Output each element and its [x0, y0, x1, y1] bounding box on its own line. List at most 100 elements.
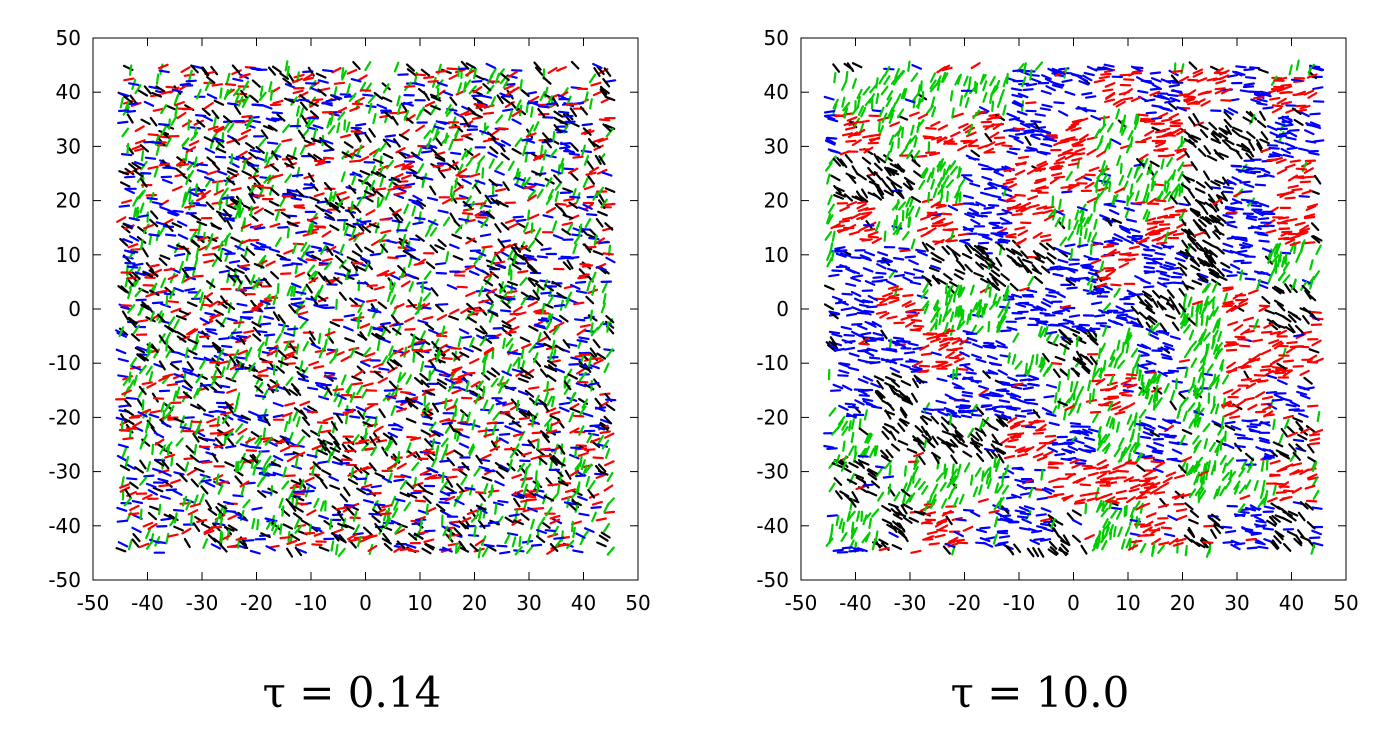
- particle-rod: [207, 125, 219, 131]
- particle-rod: [452, 255, 464, 261]
- particle-rod: [251, 517, 256, 530]
- particle-rod: [1161, 118, 1173, 123]
- particle-rod: [166, 444, 171, 456]
- particle-rod: [1244, 479, 1252, 490]
- particle-rod: [1227, 321, 1239, 327]
- particle-rod: [307, 216, 319, 222]
- particle-rod: [500, 250, 511, 258]
- particle-rod: [429, 244, 439, 254]
- particle-rod: [1139, 542, 1147, 554]
- particle-rod: [876, 263, 887, 270]
- particle-rod: [193, 388, 200, 399]
- particle-rod: [1263, 505, 1275, 510]
- particle-rod: [1136, 464, 1146, 472]
- particle-rod: [374, 522, 383, 533]
- particle-rod: [1308, 536, 1321, 540]
- particle-rod: [500, 152, 510, 161]
- particle-rod: [248, 193, 256, 204]
- particle-rod: [264, 151, 269, 163]
- particle-rod: [1216, 330, 1223, 342]
- particle-rod: [237, 95, 244, 107]
- particle-rod: [317, 88, 327, 97]
- particle-rod: [1053, 161, 1065, 165]
- x-tick-label: 50: [625, 591, 650, 615]
- particle-rod: [531, 415, 535, 428]
- particle-rod: [232, 86, 241, 97]
- particle-rod: [157, 63, 169, 70]
- particle-rod: [589, 424, 601, 428]
- particle-rod: [223, 232, 231, 243]
- particle-rod: [355, 122, 367, 127]
- particle-rod: [394, 163, 406, 169]
- particle-rod: [331, 94, 343, 100]
- particle-rod: [547, 66, 558, 75]
- particle-rod: [533, 308, 545, 313]
- particle-rod: [159, 206, 171, 212]
- particle-rod: [582, 177, 589, 189]
- particle-rod: [277, 226, 289, 229]
- particle-rod: [481, 453, 492, 460]
- particle-rod: [329, 321, 341, 328]
- particle-rod: [405, 481, 415, 490]
- particle-rod: [410, 333, 421, 341]
- particle-rod: [193, 356, 205, 361]
- particle-rod: [482, 399, 489, 411]
- particle-rod: [126, 142, 130, 155]
- particle-rod: [290, 297, 302, 301]
- particle-rod: [308, 330, 316, 341]
- particle-rod: [274, 440, 286, 445]
- particle-rod: [347, 208, 355, 219]
- particle-rod: [209, 314, 221, 318]
- particle-rod: [218, 337, 230, 341]
- particle-rod: [488, 311, 495, 323]
- particle-rod: [885, 280, 897, 287]
- particle-rod: [140, 408, 152, 415]
- particle-rod: [499, 550, 511, 555]
- particle-rod: [825, 537, 834, 547]
- particle-rod: [128, 217, 140, 222]
- particle-rod: [134, 271, 146, 277]
- particle-rod: [890, 181, 898, 192]
- particle-rod: [995, 296, 1002, 307]
- particle-rod: [1315, 244, 1322, 255]
- panel-right: -50 -40 -30 -20 -10 0 10 20 30 40 50-50-40-30-20-1…: [756, 26, 1358, 717]
- particle-rod: [328, 518, 333, 530]
- particle-rod: [524, 495, 537, 499]
- particle-rod: [560, 162, 565, 175]
- particle-rod: [255, 241, 267, 247]
- particle-rod: [525, 91, 538, 96]
- particle-rod: [568, 152, 581, 156]
- particle-rod: [575, 447, 588, 451]
- particle-rod: [912, 170, 923, 178]
- particle-rod: [161, 178, 173, 185]
- particle-rod: [343, 325, 354, 332]
- particle-rod: [1068, 122, 1080, 129]
- particle-rod: [576, 328, 587, 336]
- particle-rod: [276, 113, 286, 122]
- particle-rod: [169, 288, 176, 300]
- particle-rod: [1021, 518, 1032, 525]
- particle-rod: [359, 323, 371, 329]
- particle-rod: [509, 325, 520, 332]
- particle-rod: [249, 94, 259, 104]
- particle-rod: [1247, 403, 1258, 411]
- particle-rod: [117, 541, 129, 548]
- particle-rod: [167, 244, 179, 251]
- particle-rod: [275, 346, 280, 358]
- particle-rod: [1203, 228, 1211, 239]
- particle-rod: [122, 437, 134, 441]
- particle-rod: [1303, 213, 1316, 218]
- particle-rod: [1095, 502, 1104, 513]
- particle-rod: [161, 459, 170, 470]
- particle-rod: [1093, 218, 1098, 230]
- particle-rod: [127, 250, 139, 254]
- particle-rod: [543, 139, 553, 149]
- particle-rod: [323, 261, 333, 271]
- particle-rod: [444, 132, 448, 144]
- particle-rod: [262, 427, 266, 439]
- particle-rod: [1157, 370, 1168, 377]
- particle-rod: [592, 62, 603, 70]
- particle-rod: [448, 422, 456, 433]
- particle-rod: [300, 241, 308, 252]
- particle-rod: [874, 465, 887, 469]
